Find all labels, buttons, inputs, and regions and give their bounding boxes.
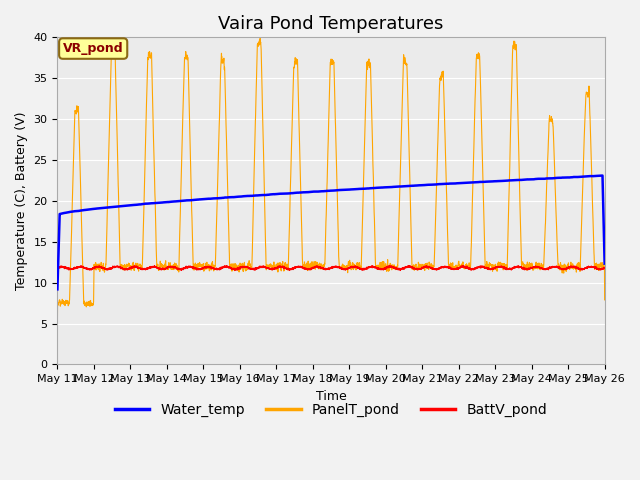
X-axis label: Time: Time <box>316 390 346 403</box>
Y-axis label: Temperature (C), Battery (V): Temperature (C), Battery (V) <box>15 112 28 290</box>
Title: Vaira Pond Temperatures: Vaira Pond Temperatures <box>218 15 444 33</box>
Text: VR_pond: VR_pond <box>63 42 124 55</box>
Legend: Water_temp, PanelT_pond, BattV_pond: Water_temp, PanelT_pond, BattV_pond <box>109 397 553 423</box>
